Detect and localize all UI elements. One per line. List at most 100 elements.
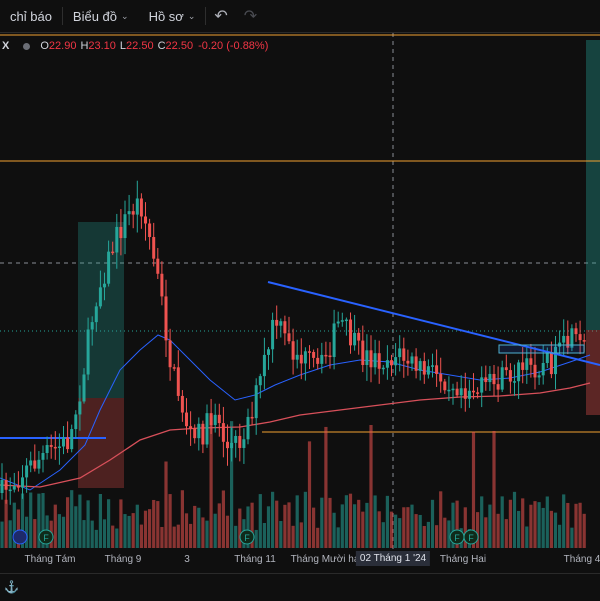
indicators-button[interactable]: chỉ báo [0,0,62,32]
volume-bar [82,520,86,548]
anchor-icon[interactable]: ⚓ [4,580,19,594]
volume-bar [152,499,156,548]
candle-body [492,373,496,385]
candle-body [529,358,533,365]
candle-body [74,414,78,430]
candle-body [135,198,139,215]
volume-bar [176,524,180,548]
volume-bar [521,498,525,548]
candle-body [123,214,127,239]
candle-body [111,251,115,254]
candle-body [426,366,430,375]
chart-menu-button[interactable]: Biểu đồ ⌄ [63,0,139,32]
candle-body [435,365,439,374]
candle-body [242,439,246,448]
volume-bar [361,511,365,548]
candle-body [554,346,557,375]
candle-body [545,352,549,363]
candle-body [517,362,521,382]
candle-body [467,390,471,399]
earnings-marker-label: F [43,533,49,543]
volume-bar [12,502,16,548]
candle-body [431,365,434,367]
profile-menu-button[interactable]: Hồ sơ ⌄ [139,0,206,32]
volume-bar [324,426,328,548]
symbol-label[interactable]: X [2,40,10,52]
candle-body [455,388,459,396]
candle-body [86,329,90,375]
change-value: -0.20 (-0.88%) [198,40,269,52]
volume-bar [517,510,521,548]
volume-bar [262,522,266,548]
volume-bar [381,522,385,548]
volume-bar [156,501,160,548]
candle-body [312,352,316,358]
candle-body [283,321,287,334]
candle-body [209,413,213,426]
volume-bar [275,500,279,548]
volume-bar [90,520,94,548]
volume-bar [414,514,418,548]
candle-body [578,334,582,341]
candle-body [57,446,61,448]
volume-bar [562,494,566,548]
earnings-marker-icon [38,529,54,545]
volume-bar [225,515,230,548]
time-axis-tick: Tháng Mười ha [290,554,360,565]
candle-body [70,429,74,450]
candle-body [291,341,295,360]
candle-body [324,354,328,357]
chart-grid [0,33,600,549]
undo-icon[interactable]: ↶ [214,8,228,25]
candle-body [29,460,33,466]
candle-body [349,319,352,346]
candle-body [525,358,529,370]
candle-body [246,416,250,440]
open-label: O [40,40,49,52]
volume-bar [357,499,361,548]
volume-bar [348,493,353,548]
status-dot-icon [23,42,31,50]
volume-bar [266,506,271,548]
candle-body [66,437,70,450]
candle-body [205,413,209,445]
volume-bar [102,519,107,548]
candle-body [340,320,344,322]
volume-bar [184,513,189,548]
candle-body [336,321,340,324]
candle-body [254,385,258,419]
earnings-marker-icon [239,529,255,545]
candle-body [369,350,373,368]
candle-body [4,480,8,490]
candle-body [201,423,205,445]
volume-bar [344,495,348,548]
candle-body [414,356,418,371]
volume-bar [258,494,262,548]
candle-body [267,349,270,355]
redo-icon[interactable]: ↷ [243,8,258,25]
volume-bar [316,527,320,548]
volume-bar [418,514,422,548]
close-value: 22.50 [165,40,194,52]
volume-bar [143,510,148,548]
volume-bar [168,494,172,548]
volume-bar [492,430,496,548]
volume-bar [193,505,197,548]
candle-body [82,374,86,402]
time-axis[interactable]: Tháng Tám Tháng 9 3 Tháng 11 Tháng Mười ha 02… [0,549,600,571]
volume-bar [455,500,459,548]
candle-body [226,441,229,449]
time-axis-tick: Tháng Tám [24,554,76,565]
candle-body [230,442,234,449]
candle-body [0,480,4,493]
volume-bar [545,496,549,548]
candle-body [287,333,291,342]
candle-body [176,367,180,396]
volume-bar [139,524,143,548]
volume-bar [74,506,78,548]
candle-body [549,352,553,375]
volume-bar [221,490,225,548]
volume-bar [254,529,258,548]
candle-body [180,395,184,413]
